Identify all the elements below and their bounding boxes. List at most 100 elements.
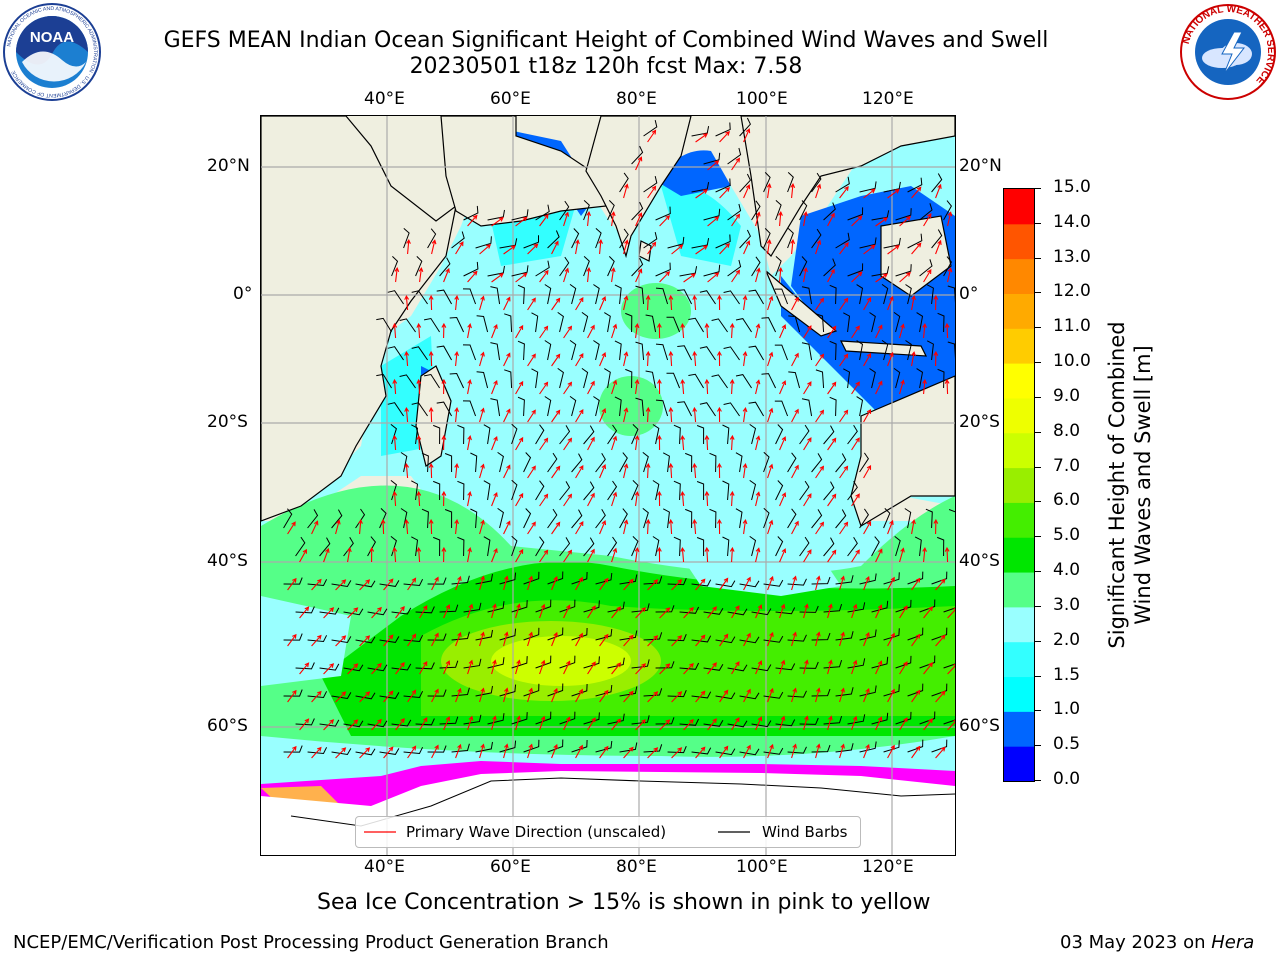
colorbar-swatch [1004,258,1034,294]
wind-barb [926,340,934,361]
wave-direction-arrow [683,662,694,675]
colorbar-tick [1035,675,1041,677]
wave-direction-arrow [863,464,872,479]
wind-barb [415,606,435,614]
wind-barb [883,181,901,193]
wave-direction-arrow [922,546,928,563]
wind-barb [655,206,671,221]
wave-direction-arrow [935,746,946,759]
wind-barb [595,453,606,473]
wind-barb [894,536,901,557]
wind-barb [583,656,600,669]
wave-direction-arrow [479,295,485,311]
colorbar-tick [1035,327,1041,329]
wind-barb [799,256,808,277]
wave-direction-arrow [611,662,622,675]
wind-barb [544,284,552,305]
wind-barb [531,312,539,333]
wind-barb [421,452,429,473]
wave-direction-arrow [729,322,735,339]
wave-direction-arrow [479,244,492,255]
lat-tick-right-20s: 20°S [959,412,1000,432]
wind-barb [463,205,479,221]
wind-barb [673,536,681,557]
wind-barb [635,341,645,361]
colorbar-swatch [1004,572,1034,608]
wind-barb [699,402,716,417]
wind-barb [511,712,528,725]
wave-direction-arrow [428,406,434,423]
wind-barb [763,635,784,643]
wave-direction-arrow [719,242,731,255]
wave-direction-arrow [692,350,698,367]
lon-tick-bottom-120e: 120°E [862,857,914,877]
lat-tick-left-20n: 20°N [207,156,250,176]
wind-barb [835,687,854,697]
wave-direction-arrow [287,577,297,591]
wave-direction-arrow [645,350,651,367]
wave-direction-arrow [791,296,799,311]
sumatra [765,270,838,337]
wave-direction-arrow [392,434,398,451]
wave-direction-arrow [695,133,708,143]
wind-barb [655,717,675,725]
wind-barb [937,536,945,557]
colorbar-tick [1035,501,1041,503]
wave-direction-arrow [551,409,561,423]
wind-barb [763,228,771,249]
wave-direction-arrow [863,296,872,311]
wave-direction-arrow [491,435,498,451]
wave-direction-arrow [563,604,571,619]
wind-barb [871,210,890,221]
wave-direction-arrow [755,379,761,395]
wave-direction-arrow [717,518,722,535]
wave-direction-arrow [551,297,561,311]
colorbar-tick [1035,188,1041,189]
wave-direction-arrow [683,606,694,619]
wave-direction-arrow [707,606,717,619]
wind-barb [457,536,465,557]
wave-direction-arrow [680,490,686,507]
wave-direction-arrow [431,632,439,647]
lon-tick-top-100e: 100°E [736,89,788,109]
wind-barb [331,580,352,588]
wind-barb [883,628,900,641]
wave-direction-arrow [887,245,900,255]
wind-barb [463,658,482,669]
wind-barb [283,689,303,697]
wind-barb [583,425,595,445]
colorbar-tick-label: 6.0 [1053,490,1081,511]
wave-direction-arrow [767,743,774,759]
wind-barb [595,684,613,697]
colorbar-tick-label: 4.0 [1053,560,1081,581]
wind-barb [667,236,685,249]
wind-barb [907,571,924,585]
southeast-cyan [681,556,841,596]
colorbar-swatch [1004,397,1034,434]
wave-direction-arrow [467,379,472,395]
wave-direction-arrow [657,546,662,563]
wave-direction-arrow [431,576,439,591]
wave-direction-arrow [743,688,751,703]
wind-barb [451,575,470,585]
wave-direction-arrow [634,490,640,507]
wave-direction-arrow [719,689,729,703]
wave-direction-arrow [887,632,895,647]
wind-barb [919,655,936,669]
wave-direction-arrow [563,716,571,731]
colorbar-tick [1035,362,1041,364]
wind-barb [727,720,748,728]
wind-barb [823,425,835,445]
wave-direction-arrow [683,273,696,283]
wave-direction-arrow [563,660,571,675]
wind-barb [883,508,891,529]
wave-direction-arrow [598,238,604,255]
wind-barb [403,634,424,643]
wind-barb [462,288,477,305]
colorbar-tick-label: 2.0 [1053,629,1081,650]
wind-barb [470,508,478,529]
wave-direction-arrow [911,519,916,535]
wind-barb [411,346,428,361]
wind-barb [835,453,847,473]
wave-direction-arrow [503,687,509,703]
